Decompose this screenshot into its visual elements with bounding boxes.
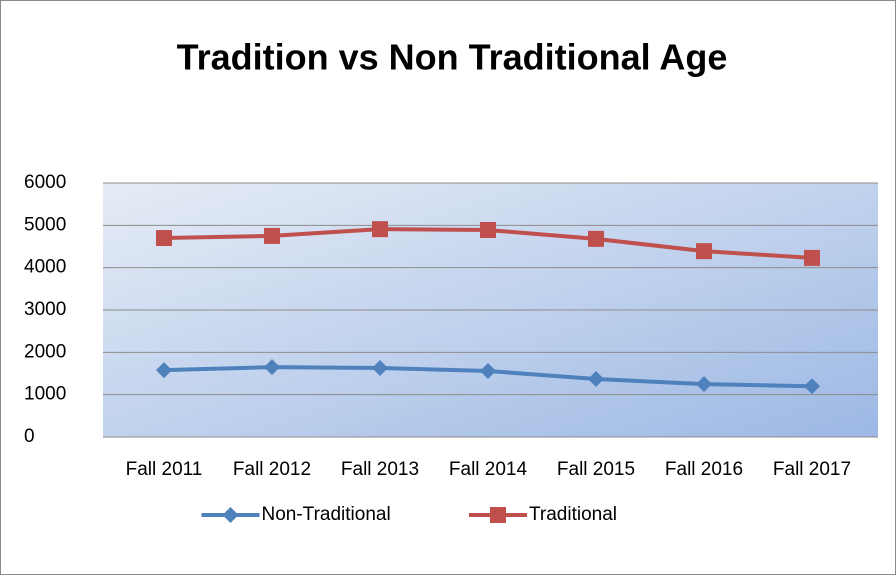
- y-tick-label: 6000: [24, 172, 66, 193]
- marker: [156, 230, 172, 247]
- y-tick-label: 2000: [24, 341, 66, 362]
- y-tick-label: 1000: [24, 384, 66, 405]
- marker: [588, 371, 604, 388]
- marker: [696, 376, 712, 393]
- x-tick-label: Fall 2011: [126, 459, 203, 480]
- marker: [264, 227, 280, 244]
- marker: [804, 249, 820, 266]
- legend-label: Non-Traditional: [262, 504, 391, 525]
- y-tick-label: 3000: [24, 299, 66, 320]
- marker: [156, 362, 172, 379]
- x-tick-label: Fall 2016: [665, 459, 743, 480]
- chart-title: Tradition vs Non Traditional Age: [177, 37, 728, 78]
- legend-marker: [490, 507, 506, 523]
- marker: [372, 359, 388, 376]
- x-tick-label: Fall 2015: [557, 459, 635, 480]
- marker: [372, 221, 388, 238]
- marker: [804, 378, 820, 395]
- x-tick-label: Fall 2017: [773, 459, 851, 480]
- marker: [588, 230, 604, 247]
- marker: [264, 359, 280, 376]
- y-tick-label: 5000: [24, 214, 66, 235]
- x-tick-label: Fall 2013: [341, 459, 419, 480]
- y-tick-label: 0: [24, 426, 35, 447]
- y-tick-label: 4000: [24, 257, 66, 278]
- legend-label: Traditional: [529, 504, 617, 525]
- marker: [480, 362, 496, 379]
- legend-marker: [222, 507, 239, 523]
- x-tick-label: Fall 2014: [449, 459, 528, 480]
- x-tick-label: Fall 2012: [233, 459, 311, 480]
- marker: [480, 221, 496, 238]
- marker: [696, 243, 712, 260]
